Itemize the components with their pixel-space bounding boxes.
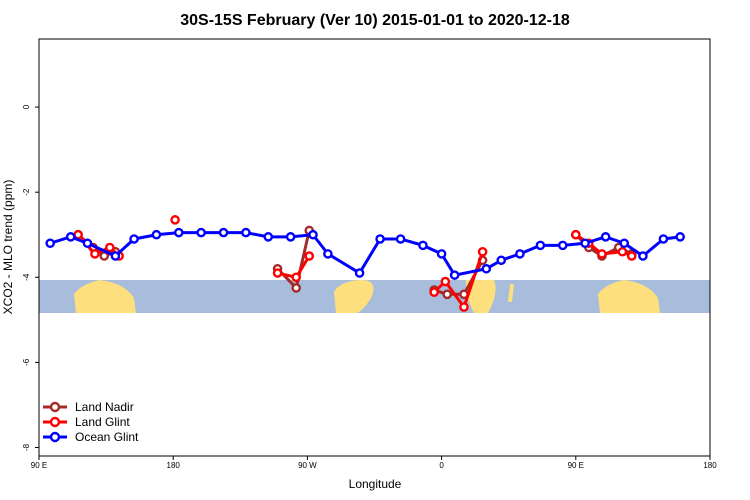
legend-marker [49,416,61,428]
ocean-glint-point [110,251,121,261]
land-glint-point [626,251,637,261]
ocean-glint-point [241,227,251,238]
y-tick-label: -2 [22,188,31,196]
ocean-glint-point [481,263,492,274]
ocean-glint-point [449,270,460,280]
ocean-glint-point [580,238,590,249]
ocean-glint-point [173,227,184,238]
x-tick-label: 180 [703,461,717,470]
land-glint-point [440,276,451,287]
map-strip [39,280,710,313]
y-axis: 0 -2 -4 -6 -8 [22,104,39,451]
ocean-glint-point [619,238,630,249]
land-glint-point [272,268,283,278]
land-glint-point [304,251,315,261]
ocean-glint-point [323,249,333,259]
x-axis-label: Longitude [349,477,402,491]
plot-series [45,215,685,312]
legend-marker [49,401,61,413]
land-glint-point [291,272,302,283]
ocean-glint-point [218,227,229,238]
land-glint-point [571,229,581,240]
ocean-glint-point [285,232,296,242]
legend-item-land-glint: Land Glint [43,415,130,429]
ocean-glint-point [496,255,507,266]
ocean-glint-point [638,251,648,261]
ocean-glint-point [658,234,669,244]
ocean-band [39,280,710,313]
legend-item-land-nadir: Land Nadir [43,400,134,414]
y-tick-label: -6 [22,358,31,366]
chart-title: 30S-15S February (Ver 10) 2015-01-01 to … [180,12,570,29]
land-glint-point [90,249,100,259]
land-glint-point [459,302,469,312]
land-glint-point [597,249,607,259]
ocean-glint-point [375,234,385,244]
australia-west [74,280,136,313]
australia-east [598,280,660,313]
land-glint-point [105,242,115,253]
land-glint-line [433,251,485,309]
x-axis: 90 E 180 90 W 0 90 E 180 [31,456,717,470]
south-america [334,280,374,313]
y-axis-label: XCO2 - MLO trend (ppm) [1,180,15,315]
y-tick-label: -4 [22,273,31,281]
x-tick-label: 90 E [31,461,47,470]
ocean-glint-point [65,232,76,242]
ocean-glint-point [675,232,685,242]
legend-label: Land Glint [75,415,130,429]
legend-label: Ocean Glint [75,430,139,444]
legend-label: Land Nadir [75,400,134,414]
land-nadir-point [291,283,302,293]
ocean-glint-point [82,238,93,249]
x-tick-label: 180 [167,461,181,470]
plot-frame [38,38,711,457]
ocean-glint-point [45,238,55,249]
madagascar [508,284,514,302]
legend-marker [49,431,61,443]
ocean-glint-point [263,232,274,242]
x-tick-label: 90 W [298,461,317,470]
ocean-glint-point [395,234,406,244]
ocean-glint-point [151,229,162,240]
ocean-glint-point [129,234,139,244]
africa [465,280,496,313]
ocean-glint-point [515,249,525,259]
ocean-glint-series [45,227,685,280]
ocean-glint-point [535,240,546,251]
x-tick-label: 0 [439,461,444,470]
land-glint-point [617,246,628,257]
ocean-glint-point [436,249,447,259]
ocean-glint-point [418,240,428,251]
legend-item-ocean-glint: Ocean Glint [43,430,139,444]
x-tick-label: 90 E [568,461,584,470]
land-glint-point [429,287,439,297]
y-tick-label: 0 [22,104,31,109]
ocean-glint-point [354,268,365,278]
land-nadir-point [442,289,452,300]
ocean-glint-point [557,240,568,251]
ocean-glint-point [196,227,206,238]
land-glint-point [170,215,180,225]
ocean-glint-point [308,229,318,240]
y-tick-label: -8 [22,443,31,451]
land-glint-point [477,246,488,257]
ocean-glint-point [600,232,611,242]
